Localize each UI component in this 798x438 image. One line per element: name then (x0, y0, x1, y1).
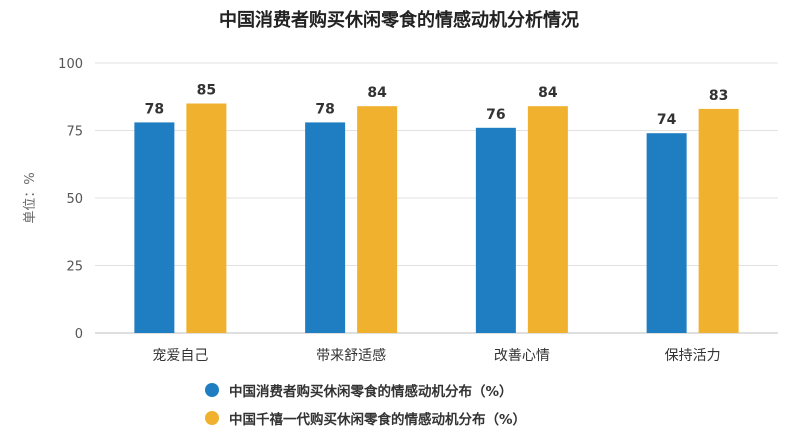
data-label-series1-cat0: 85 (197, 83, 216, 99)
data-label-series0-cat2: 76 (486, 107, 505, 123)
bar-series1-cat3 (698, 108, 739, 334)
data-label-series1-cat1: 84 (367, 85, 387, 101)
legend-swatch-consumers (205, 383, 219, 397)
legend-label-millennials: 中国千禧一代购买休闲零食的情感动机分布（%） (229, 412, 527, 428)
data-label-series0-cat3: 74 (657, 112, 677, 128)
bar-series1-cat0 (186, 103, 227, 333)
bar-series1-cat2 (527, 106, 568, 333)
legend-swatch-millennials (205, 411, 219, 425)
y-tick-label-25: 25 (66, 260, 83, 275)
x-tick-label-0: 宠爱自己 (152, 348, 208, 364)
legend-label-consumers: 中国消费者购买休闲零食的情感动机分布（%） (229, 384, 513, 400)
y-tick-label-50: 50 (66, 192, 83, 207)
bar-series0-cat1 (305, 122, 346, 334)
y-tick-label-0: 0 (75, 327, 83, 342)
data-label-series0-cat0: 78 (145, 101, 164, 117)
data-label-series1-cat2: 84 (538, 85, 558, 101)
bar-series0-cat3 (646, 133, 687, 333)
y-tick-label-100: 100 (58, 57, 83, 72)
x-tick-label-3: 保持活力 (665, 348, 721, 364)
legend-item-consumers[interactable]: 中国消费者购买休闲零食的情感动机分布（%） (205, 380, 513, 400)
x-tick-label-1: 带来舒适感 (316, 347, 386, 364)
y-axis-label: 单位：% (23, 172, 38, 223)
data-label-series0-cat1: 78 (315, 101, 334, 117)
bar-series0-cat0 (134, 122, 175, 334)
y-tick-label-75: 75 (66, 125, 83, 140)
chart-title: 中国消费者购买休闲零食的情感动机分析情况 (219, 10, 579, 31)
data-label-series1-cat3: 83 (709, 88, 728, 104)
bar-series1-cat1 (357, 106, 398, 333)
legend-item-millennials[interactable]: 中国千禧一代购买休闲零食的情感动机分布（%） (205, 408, 526, 428)
x-tick-label-2: 改善心情 (494, 348, 550, 364)
bar-series0-cat2 (475, 127, 516, 333)
